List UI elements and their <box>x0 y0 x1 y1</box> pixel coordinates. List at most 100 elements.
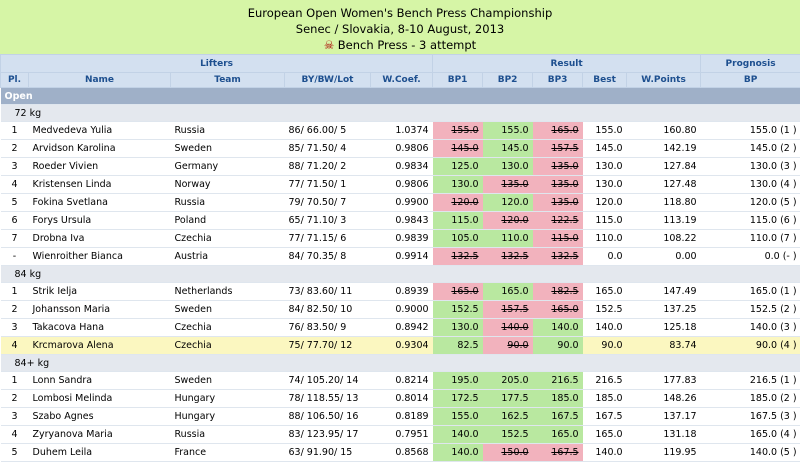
bp3-cell: 140.0 <box>533 319 583 337</box>
category-row: 72 kg <box>1 105 800 122</box>
wcoef-cell: 0.8014 <box>371 390 433 408</box>
wcoef-cell: 0.9914 <box>371 248 433 266</box>
name-cell: Lonn Sandra <box>29 372 171 390</box>
best-cell: 0.0 <box>583 248 627 266</box>
team-cell: Netherlands <box>171 283 285 301</box>
wpoints-cell: 142.19 <box>627 140 701 158</box>
col-bybwlot[interactable]: BY/BW/Lot <box>285 73 371 88</box>
wpoints-cell: 131.18 <box>627 426 701 444</box>
place-cell: 2 <box>1 301 29 319</box>
session-title: ☠ Bench Press - 3 attempt <box>0 37 800 53</box>
best-cell: 165.0 <box>583 283 627 301</box>
wcoef-cell: 0.9000 <box>371 301 433 319</box>
col-wcoef[interactable]: W.Coef. <box>371 73 433 88</box>
bp1-cell: 140.0 <box>433 444 483 462</box>
bp2-cell: 135.0 <box>483 176 533 194</box>
category-label: 84+ kg <box>1 355 800 372</box>
col-bp1[interactable]: BP1 <box>433 73 483 88</box>
col-name[interactable]: Name <box>29 73 171 88</box>
prognosis-cell: 167.5 (3 ) <box>701 408 800 426</box>
place-cell: 1 <box>1 372 29 390</box>
bp1-cell: 115.0 <box>433 212 483 230</box>
best-cell: 152.5 <box>583 301 627 319</box>
col-pl[interactable]: Pl. <box>1 73 29 88</box>
bp2-cell: 150.0 <box>483 444 533 462</box>
col-team[interactable]: Team <box>171 73 285 88</box>
team-cell: Czechia <box>171 337 285 355</box>
prognosis-cell: 110.0 (7 ) <box>701 230 800 248</box>
col-bp2[interactable]: BP2 <box>483 73 533 88</box>
prognosis-cell: 155.0 (1 ) <box>701 122 800 140</box>
wpoints-cell: 127.84 <box>627 158 701 176</box>
bp2-cell: 130.0 <box>483 158 533 176</box>
wcoef-cell: 0.8568 <box>371 444 433 462</box>
bp3-cell: 216.5 <box>533 372 583 390</box>
prognosis-cell: 140.0 (5 ) <box>701 444 800 462</box>
bp1-cell: 125.0 <box>433 158 483 176</box>
place-cell: 3 <box>1 158 29 176</box>
name-cell: Johansson Maria <box>29 301 171 319</box>
bp1-cell: 132.5 <box>433 248 483 266</box>
wpoints-cell: 119.95 <box>627 444 701 462</box>
bp2-cell: 145.0 <box>483 140 533 158</box>
bp1-cell: 155.0 <box>433 122 483 140</box>
name-cell: Wienroither Bianca <box>29 248 171 266</box>
category-row: 84+ kg <box>1 355 800 372</box>
bp1-cell: 152.5 <box>433 301 483 319</box>
col-best[interactable]: Best <box>583 73 627 88</box>
category-label: 84 kg <box>1 266 800 283</box>
place-cell: 2 <box>1 140 29 158</box>
place-cell: 1 <box>1 122 29 140</box>
wpoints-cell: 118.80 <box>627 194 701 212</box>
name-cell: Roeder Vivien <box>29 158 171 176</box>
bp2-cell: 165.0 <box>483 283 533 301</box>
prognosis-cell: 152.5 (2 ) <box>701 301 800 319</box>
place-cell: 3 <box>1 408 29 426</box>
best-cell: 130.0 <box>583 158 627 176</box>
wcoef-cell: 0.9806 <box>371 140 433 158</box>
best-cell: 115.0 <box>583 212 627 230</box>
prognosis-cell: 115.0 (6 ) <box>701 212 800 230</box>
bp3-cell: 167.5 <box>533 444 583 462</box>
name-cell: Krcmarova Alena <box>29 337 171 355</box>
best-cell: 140.0 <box>583 444 627 462</box>
team-cell: Norway <box>171 176 285 194</box>
bp2-cell: 120.0 <box>483 212 533 230</box>
best-cell: 140.0 <box>583 319 627 337</box>
bybwlot-cell: 88/ 71.20/ 2 <box>285 158 371 176</box>
place-cell: 4 <box>1 176 29 194</box>
best-cell: 155.0 <box>583 122 627 140</box>
bp1-cell: 130.0 <box>433 319 483 337</box>
bybwlot-cell: 77/ 71.15/ 6 <box>285 230 371 248</box>
bp3-cell: 165.0 <box>533 122 583 140</box>
prognosis-cell: 130.0 (3 ) <box>701 158 800 176</box>
wpoints-cell: 160.80 <box>627 122 701 140</box>
col-bp[interactable]: BP <box>701 73 800 88</box>
name-cell: Strik Ielja <box>29 283 171 301</box>
prognosis-cell: 90.0 (4 ) <box>701 337 800 355</box>
team-cell: Austria <box>171 248 285 266</box>
name-cell: Duhem Leila <box>29 444 171 462</box>
bp2-cell: 132.5 <box>483 248 533 266</box>
name-cell: Arvidson Karolina <box>29 140 171 158</box>
name-cell: Forys Ursula <box>29 212 171 230</box>
col-bp3[interactable]: BP3 <box>533 73 583 88</box>
col-wpoints[interactable]: W.Points <box>627 73 701 88</box>
